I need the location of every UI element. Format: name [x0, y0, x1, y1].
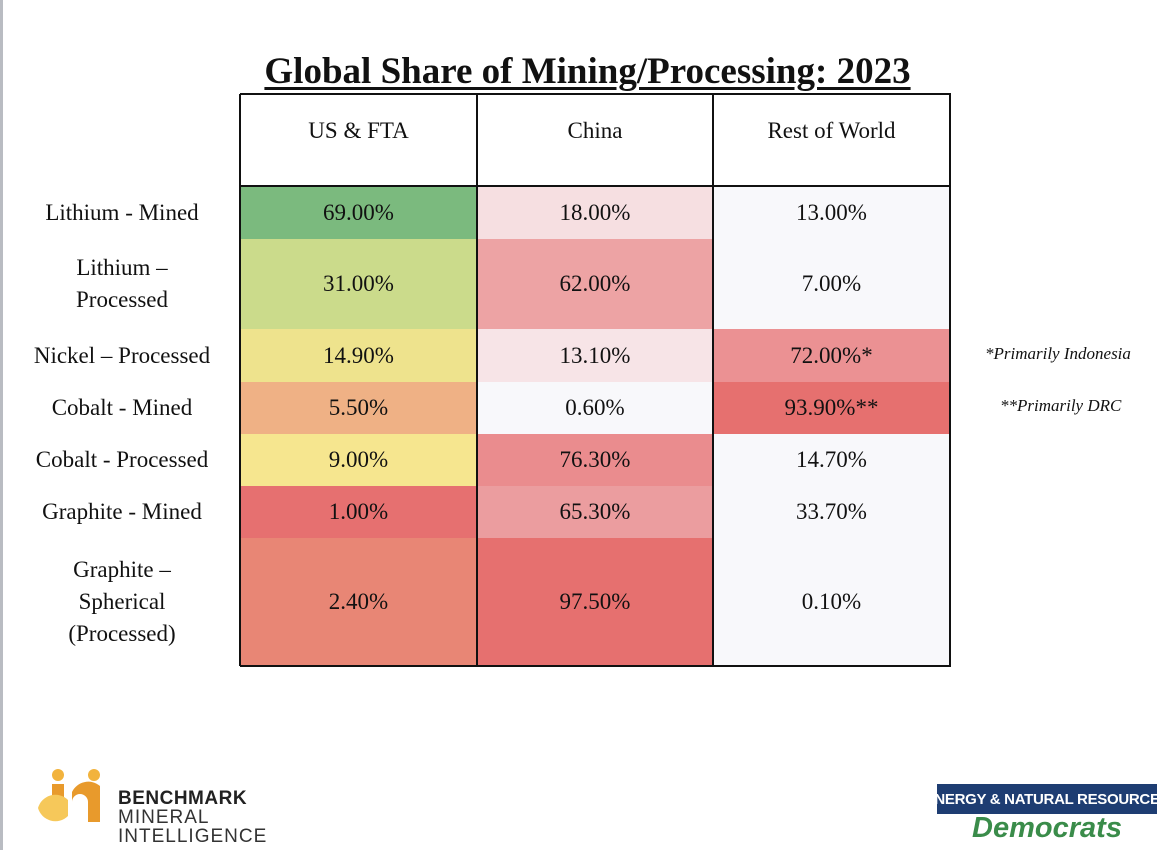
- benchmark-logo-icon: [38, 769, 100, 822]
- enr-democrats: Democrats: [972, 812, 1122, 844]
- row-label-5: Graphite - Mined: [42, 499, 202, 524]
- benchmark-line-1: BENCHMARK: [118, 788, 248, 809]
- benchmark-line-2: MINERAL: [118, 807, 210, 828]
- cell-r6-c1: 97.50%: [477, 538, 713, 666]
- enr-banner: ENERGY & NATURAL RESOURCES: [925, 784, 1161, 814]
- cell-r0-c2: 13.00%: [713, 186, 950, 239]
- enr-democrats-logo: ENERGY & NATURAL RESOURCES Democrats: [925, 784, 1161, 846]
- cell-r5-c2: 33.70%: [713, 486, 950, 538]
- note-drc: **Primarily DRC: [1000, 396, 1122, 415]
- cell-r0-c1: 18.00%: [477, 186, 713, 239]
- logo-arch: [72, 781, 100, 822]
- cell-r4-c2: 14.70%: [713, 434, 950, 486]
- row-label-2: Nickel – Processed: [33, 342, 211, 368]
- grid-hline-1: [240, 185, 951, 187]
- column-header-0: US & FTA: [240, 94, 477, 168]
- chart-title: Global Share of Mining/Processing: 2023: [264, 51, 911, 92]
- data-table: US & FTA China Rest of World 69.00% 18.00% 13…: [239, 93, 951, 667]
- cell-r1-c2: 7.00%: [713, 239, 950, 329]
- note-indonesia: *Primarily Indonesia: [985, 344, 1131, 363]
- logo-bowl-1: [38, 794, 68, 822]
- row-label-3: Cobalt - Mined: [51, 395, 193, 420]
- cell-r1-c0: 31.00%: [240, 239, 477, 329]
- cell-r2-c2: 72.00%*: [713, 329, 950, 382]
- column-header-2: Rest of World: [713, 94, 950, 168]
- grid-hline-2: [240, 665, 951, 667]
- cell-r6-c2: 0.10%: [713, 538, 950, 666]
- cell-r5-c1: 65.30%: [477, 486, 713, 538]
- cell-r2-c1: 13.10%: [477, 329, 713, 382]
- cell-r3-c1: 0.60%: [477, 382, 713, 434]
- row-label-1: Lithium – Processed: [76, 255, 168, 312]
- left-edge-rule: [0, 0, 3, 850]
- grid-vline-1: [476, 94, 478, 666]
- grid-vline-2: [712, 94, 714, 666]
- row-label-4: Cobalt - Processed: [35, 447, 209, 472]
- cell-r0-c0: 69.00%: [240, 186, 477, 239]
- grid-vline-3: [949, 94, 951, 666]
- benchmark-line-3: INTELLIGENCE: [118, 826, 268, 847]
- cell-r4-c1: 76.30%: [477, 434, 713, 486]
- grid-vline-0: [239, 94, 241, 666]
- row-label-0: Lithium - Mined: [45, 199, 199, 225]
- cell-r4-c0: 9.00%: [240, 434, 477, 486]
- column-header-1: China: [477, 94, 713, 168]
- grid-hline-0: [240, 93, 951, 95]
- logo-dot-2: [88, 769, 100, 781]
- logo-dot-1: [52, 769, 64, 781]
- cell-r6-c0: 2.40%: [240, 538, 477, 666]
- benchmark-wordmark: BENCHMARK MINERAL INTELLIGENCE: [118, 789, 267, 846]
- cell-r3-c0: 5.50%: [240, 382, 477, 434]
- cell-r3-c2: 93.90%**: [713, 382, 950, 434]
- cell-r1-c1: 62.00%: [477, 239, 713, 329]
- row-label-6: Graphite – Spherical (Processed): [68, 557, 176, 646]
- cell-r5-c0: 1.00%: [240, 486, 477, 538]
- cell-r2-c0: 14.90%: [240, 329, 477, 382]
